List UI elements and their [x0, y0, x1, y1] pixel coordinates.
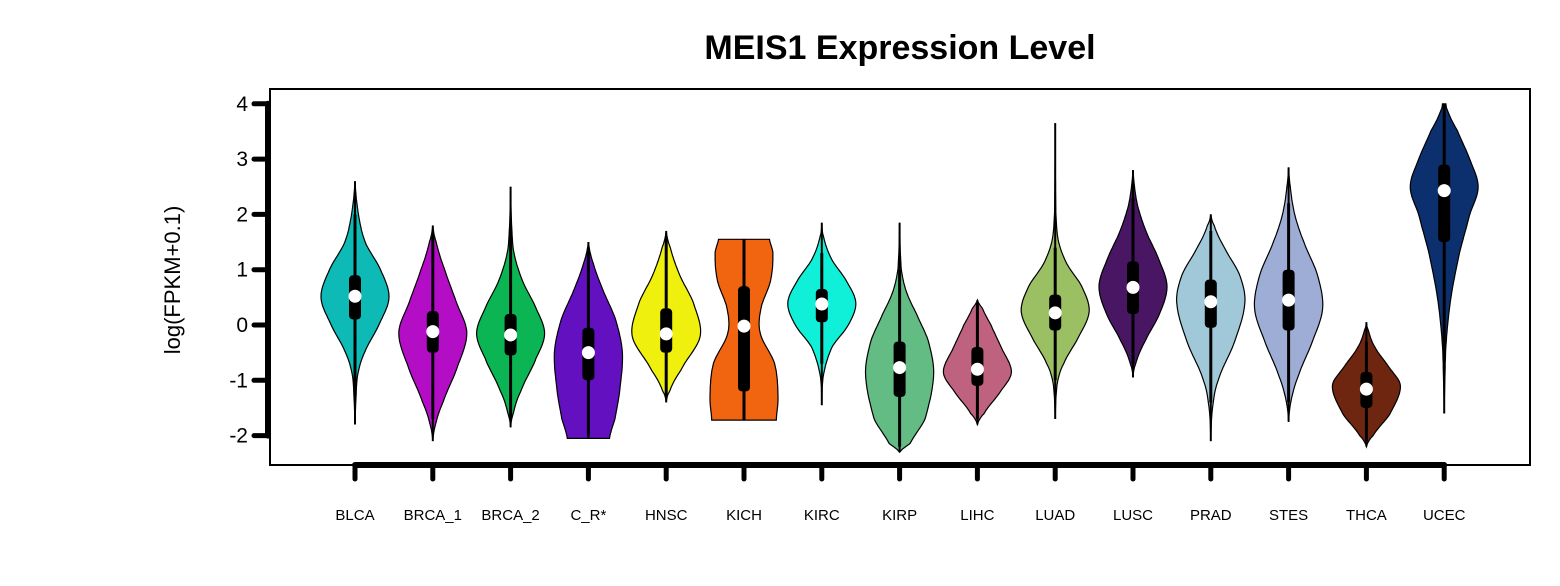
x-tick-label: LUAD	[1035, 507, 1075, 524]
violin-hnsc	[631, 230, 702, 403]
y-tick-label: 3	[236, 148, 248, 171]
y-tick-label: 2	[236, 203, 248, 226]
violin-median	[504, 328, 518, 342]
y-tick-label: 1	[236, 259, 248, 282]
x-tick-label: HNSC	[645, 507, 688, 524]
violin-median	[815, 297, 829, 311]
violin-brca-2	[475, 186, 546, 428]
y-axis-label: log(FPKM+0.1)	[160, 206, 185, 355]
x-axis: BLCA BRCA_1 BRCA_2 C_R* HNSC KICH KIRC KIRP LIHC…	[335, 462, 1466, 524]
violin-median	[1204, 295, 1218, 309]
x-tick-label: UCEC	[1423, 507, 1466, 524]
violin-median	[893, 361, 907, 375]
x-tick-label: KIRP	[882, 507, 917, 524]
violin-median	[659, 327, 673, 341]
x-tick-label: C_R*	[570, 507, 606, 524]
violin-iqr-box	[1438, 164, 1451, 243]
violin-kirc	[787, 222, 857, 406]
violin-median	[1048, 306, 1062, 320]
violin-blca	[320, 181, 390, 425]
violin-prad	[1175, 214, 1246, 442]
violin-median	[1359, 382, 1373, 396]
violin-kirp	[864, 222, 935, 454]
violin-ucec	[1409, 103, 1479, 414]
violin-iqr-box	[738, 286, 750, 392]
violin-lusc	[1098, 170, 1168, 378]
violin-median	[970, 362, 984, 376]
chart-title: MEIS1 Expression Level	[704, 29, 1095, 67]
violin-brca-1	[398, 225, 468, 442]
x-tick-label: PRAD	[1190, 507, 1232, 524]
x-tick-label: BLCA	[335, 507, 374, 524]
violin-median	[581, 346, 595, 360]
x-tick-label: LUSC	[1113, 507, 1153, 524]
x-tick-label: BRCA_1	[404, 507, 462, 524]
y-tick-label: 4	[236, 93, 248, 116]
x-tick-label: STES	[1269, 507, 1308, 524]
violin-median	[1437, 184, 1451, 198]
violin-c-r-	[553, 242, 624, 439]
y-axis: -2 -1 0 1 2 3 4	[229, 93, 271, 448]
violin-median	[1282, 293, 1296, 307]
x-tick-label: THCA	[1346, 507, 1387, 524]
y-tick-label: -1	[229, 369, 248, 392]
y-tick-label: 0	[236, 314, 248, 337]
violin-median	[1126, 280, 1140, 294]
x-tick-label: BRCA_2	[481, 507, 539, 524]
x-tick-label: KIRC	[804, 507, 840, 524]
violin-stes	[1253, 167, 1324, 422]
violin-median	[426, 325, 440, 339]
violin-median	[737, 319, 751, 333]
violin-thca	[1331, 322, 1401, 449]
violin-lihc	[942, 298, 1013, 427]
y-tick-label: -2	[229, 425, 248, 448]
x-tick-label: KICH	[726, 507, 762, 524]
violin-median	[348, 289, 362, 303]
x-tick-label: LIHC	[960, 507, 994, 524]
violin-kich	[709, 238, 779, 421]
violins	[320, 103, 1479, 454]
violin-luad	[1020, 123, 1090, 420]
